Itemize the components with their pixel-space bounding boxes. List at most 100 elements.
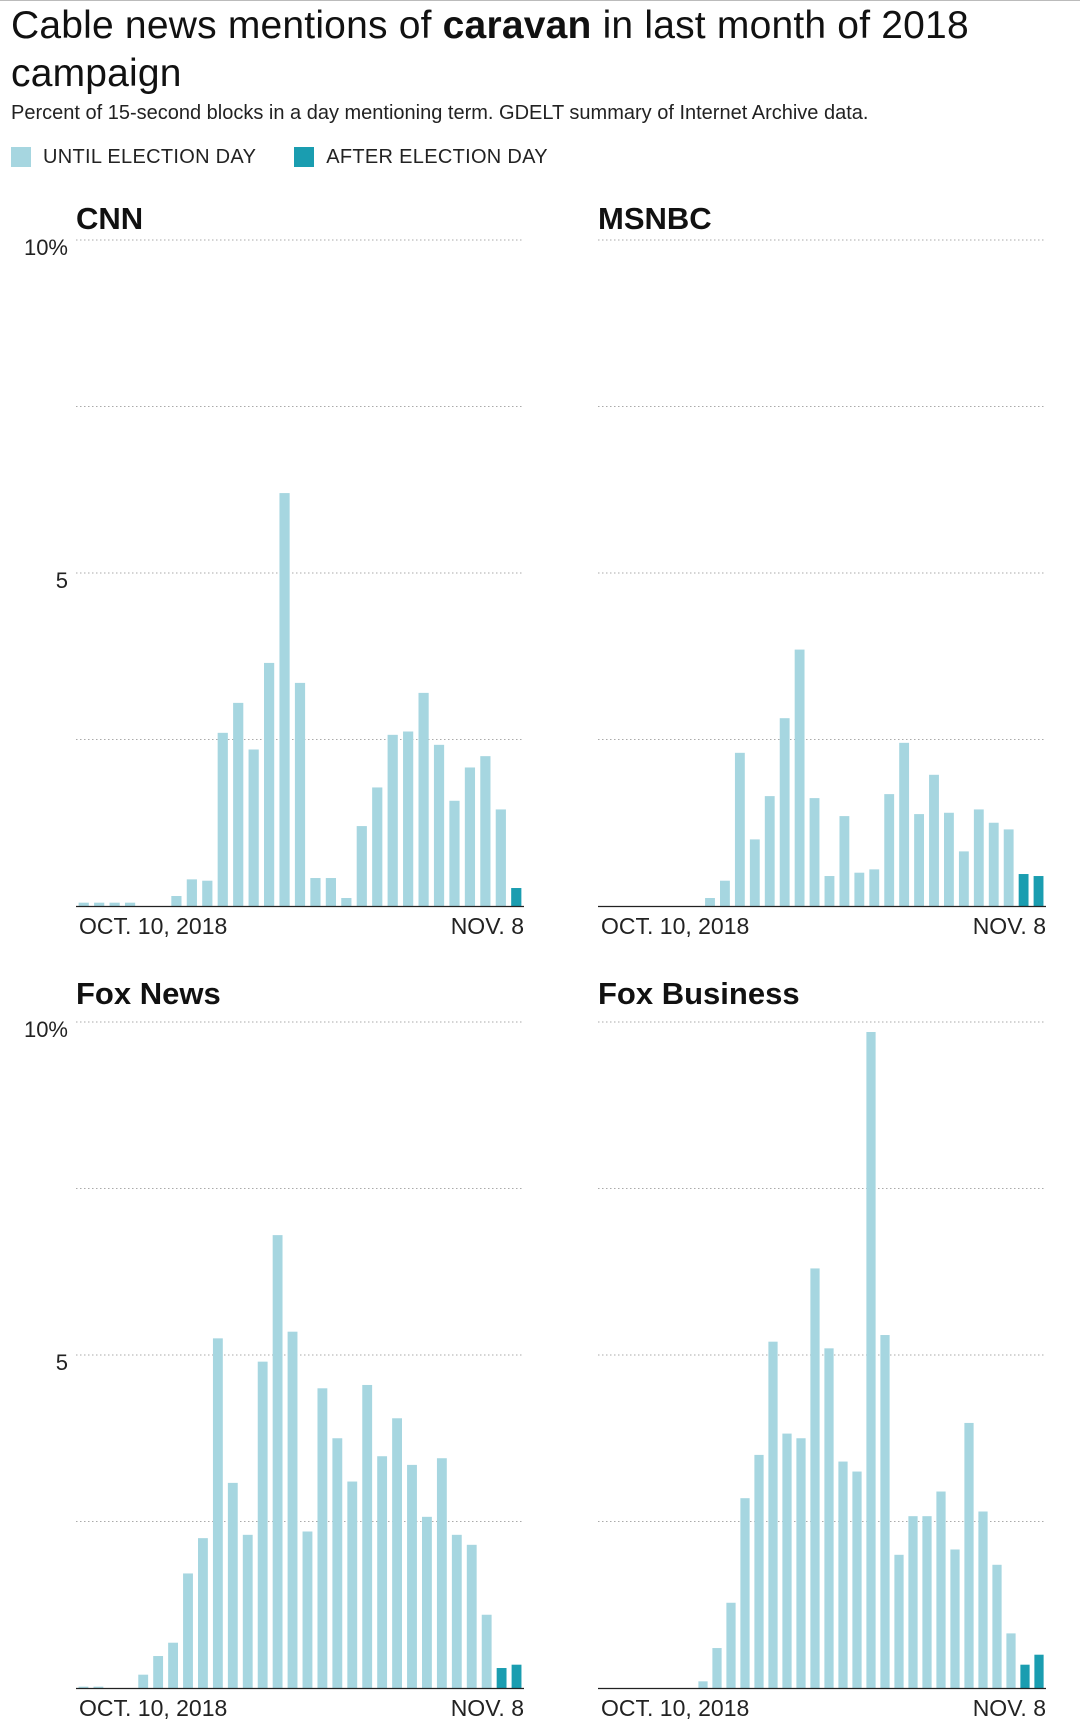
bar [705,898,715,906]
bar [720,880,730,906]
bar [973,809,984,906]
bar [377,1456,388,1688]
bar [496,1668,507,1688]
bar [734,752,745,906]
bar [78,902,89,906]
bar [936,1491,946,1688]
bar [387,734,398,906]
bar [186,879,197,906]
panel-title-cnn: CNN [76,201,143,236]
chart-subtitle: Percent of 15-second blocks in a day men… [11,102,869,124]
bar [212,1338,223,1688]
legend-swatch-after-election [294,147,315,167]
title-text-end: in last month of 2018 campaign [11,4,969,95]
bar [899,742,910,906]
bar [810,1268,820,1688]
bar [511,888,522,906]
bar [1018,874,1029,906]
bar [294,682,306,906]
top-rule [0,0,1080,1]
bar [466,1544,477,1688]
panel-fox-news: Fox News 10% 5 OCT. 10, 2018 NOV. 8 [24,976,524,1721]
bar [726,1602,736,1688]
panel-title-msnbc: MSNBC [598,201,712,236]
bar [754,1454,764,1688]
bar [317,1388,328,1688]
x-tick-label-start: OCT. 10, 2018 [79,913,227,939]
bar [838,1461,848,1688]
bar [481,1614,492,1688]
bar [1033,876,1044,906]
bar [198,1538,208,1688]
bar [433,744,445,906]
bar [332,1438,343,1688]
bar [325,878,336,906]
legend-label-after-election: AFTER ELECTION DAY [326,145,548,168]
bar [958,851,969,906]
y-tick-label: 10% [24,1017,68,1042]
bar [869,869,880,906]
bar [698,1681,708,1688]
legend: UNTIL ELECTION DAY AFTER ELECTION DAY [11,144,586,170]
bar [94,902,105,906]
bar [944,812,954,906]
panel-cnn: CNN 10% 5 OCT. 10, 2018 NOV. 8 [24,201,524,939]
bar [403,731,414,906]
bar [950,1549,960,1688]
bar [279,493,290,906]
bar [153,1656,164,1688]
bar [138,1674,149,1688]
x-tick-label-start: OCT. 10, 2018 [79,1695,227,1721]
bar [78,1686,89,1688]
bar [257,1361,268,1688]
bar [124,902,136,906]
bar [287,1331,298,1688]
legend-label-until-election: UNTIL ELECTION DAY [43,145,257,168]
bar [964,1422,974,1688]
y-tick-label: 5 [56,1350,68,1375]
bar [809,798,820,906]
y-tick-label: 10% [24,235,68,260]
bar [233,702,244,906]
bar [880,1335,890,1688]
bar [824,876,835,906]
bar [183,1573,193,1688]
bar [854,872,865,906]
bar [894,1554,904,1688]
bar [740,1498,750,1688]
legend-item-until-election: UNTIL ELECTION DAY [11,146,256,169]
panel-msnbc: MSNBC OCT. 10, 2018 NOV. 8 [598,201,1046,939]
bar [168,1642,178,1688]
bar [372,787,383,906]
title-text-start: Cable news mentions of [11,4,443,47]
bar [302,1531,313,1688]
bar [1006,1633,1016,1688]
bar [839,816,850,906]
bar [248,749,259,906]
bar [908,1516,918,1688]
bar [392,1418,402,1688]
bar [418,692,429,906]
bar [451,1534,462,1688]
bar [407,1464,417,1688]
bar [464,767,476,906]
x-tick-label-end: NOV. 8 [973,1695,1046,1721]
title-highlight-term: caravan [442,4,592,47]
bar [264,662,275,906]
legend-swatch-until-election [11,147,31,167]
bar [347,1481,358,1688]
bar [1003,829,1014,906]
bar [422,1516,432,1688]
y-tick-label: 5 [56,568,68,593]
bar [341,898,352,906]
bar [712,1648,722,1688]
bar [764,796,775,906]
bar [272,1235,283,1688]
chart-title: Cable news mentions of caravan in last m… [11,2,1061,98]
x-tick-label-end: NOV. 8 [973,913,1046,939]
bar [227,1482,238,1688]
bar [362,1384,373,1688]
x-tick-label-end: NOV. 8 [451,1695,524,1721]
bar [242,1534,253,1688]
